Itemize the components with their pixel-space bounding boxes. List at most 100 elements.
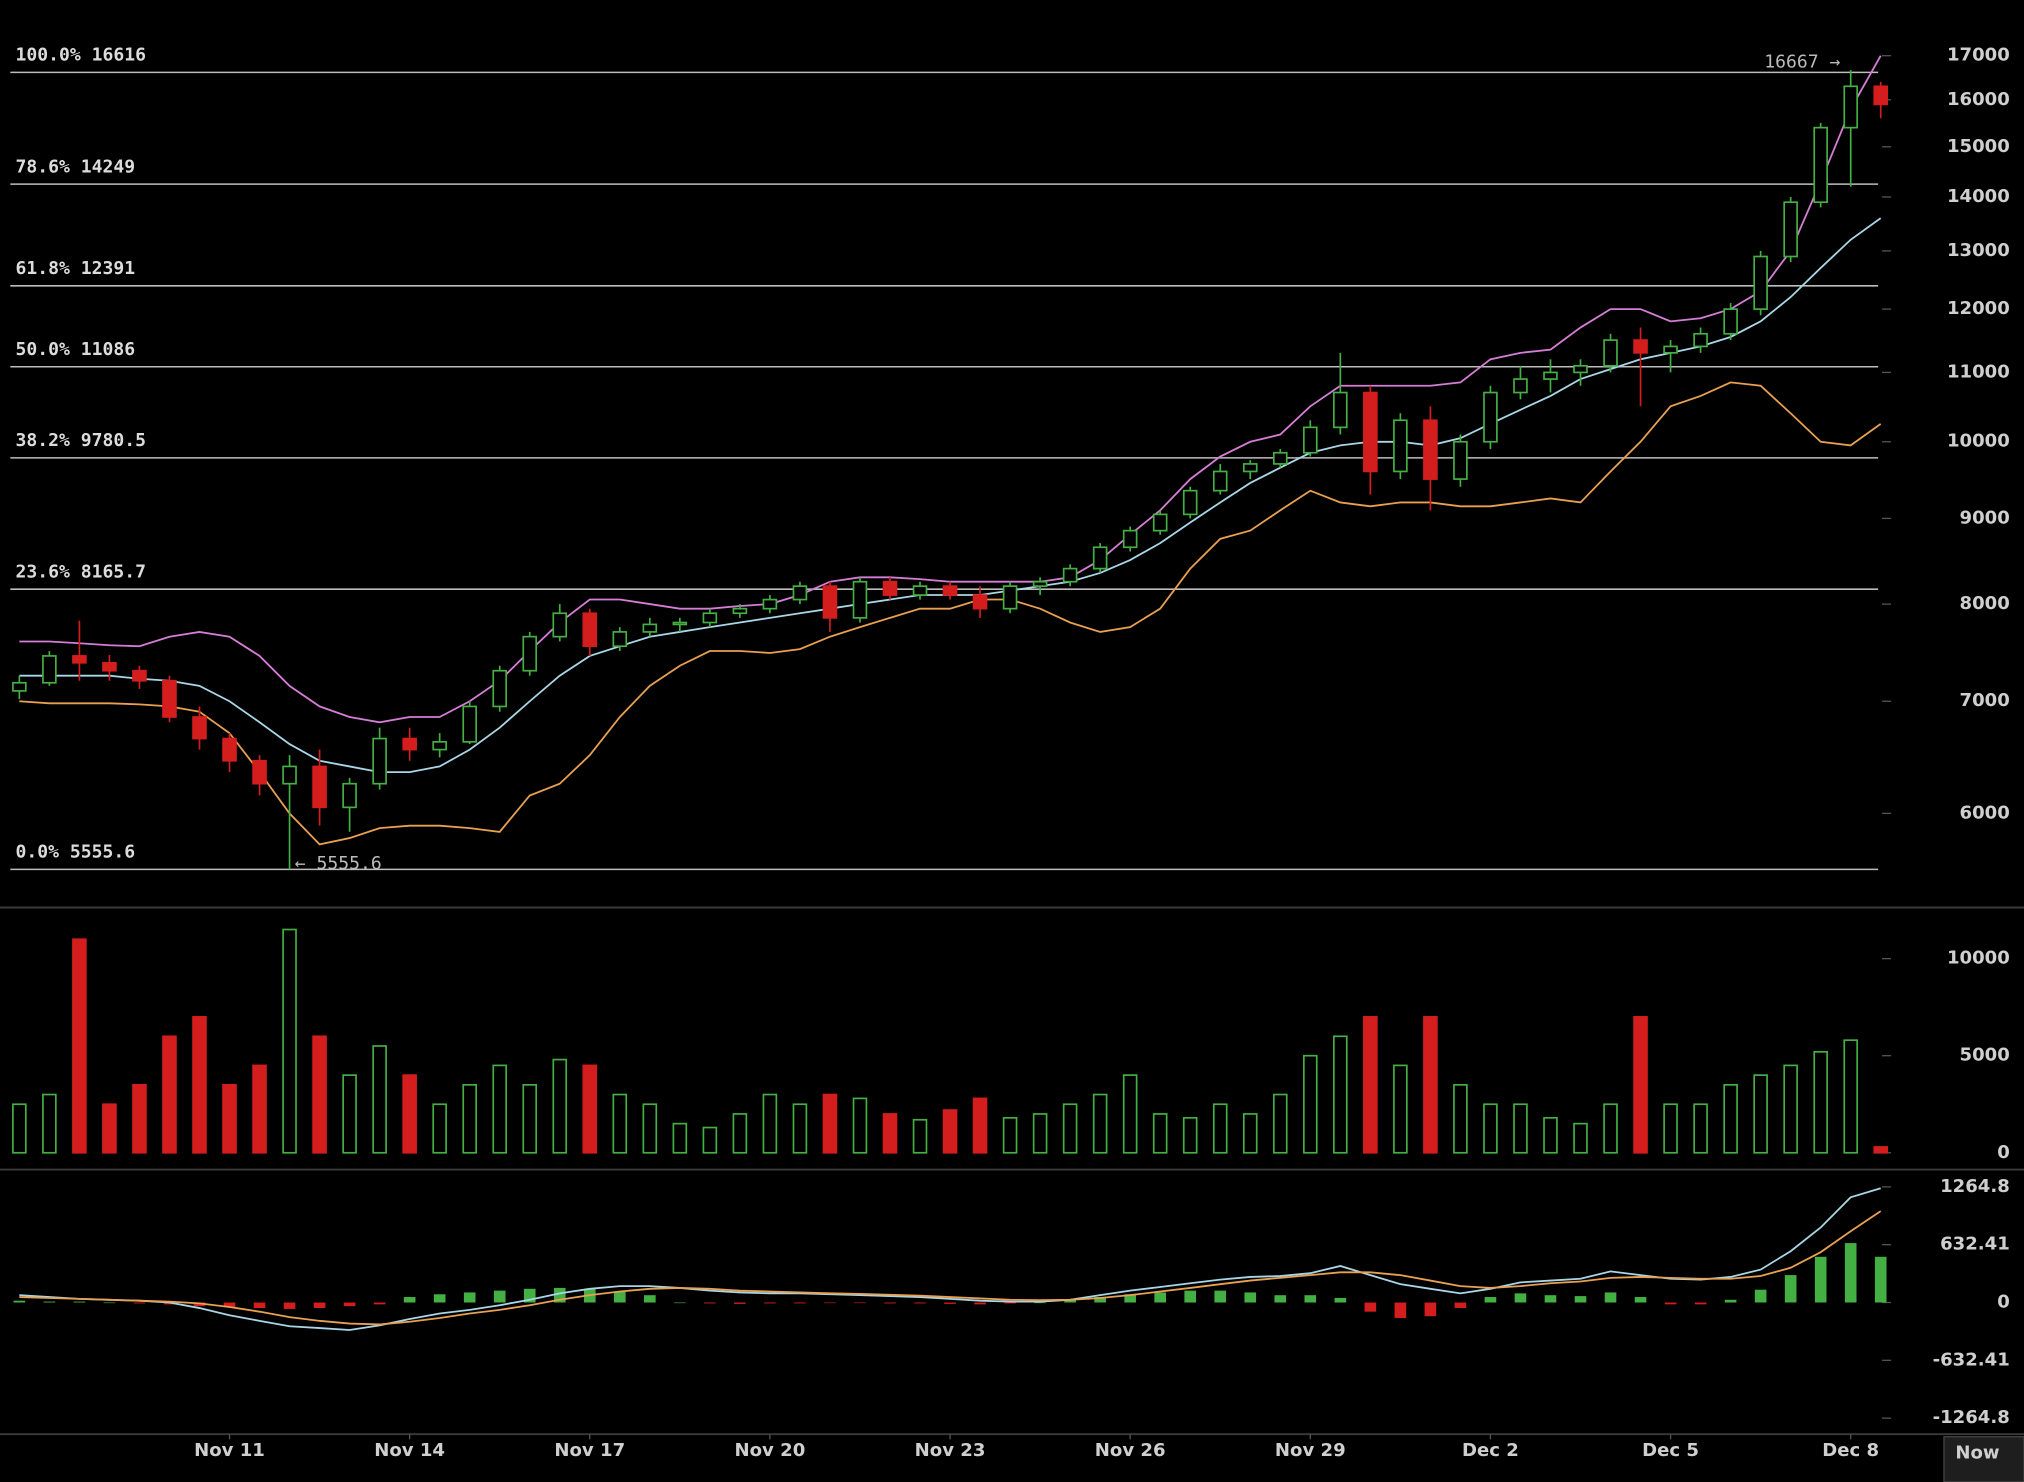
y-tick-label: 10000 — [1947, 948, 2010, 969]
x-tick-label: Dec 5 — [1642, 1440, 1699, 1461]
macd-histogram-bar — [1304, 1295, 1317, 1303]
fib-level-label: 0.0% 5555.6 — [15, 842, 135, 863]
candle-body — [72, 655, 87, 664]
candle-body — [1303, 426, 1318, 454]
candle-body — [792, 585, 808, 601]
volume-bar — [882, 1113, 898, 1154]
macd-line — [19, 1187, 1881, 1331]
macd-histogram-bar — [914, 1302, 926, 1304]
candle-body — [1363, 391, 1378, 473]
volume-bar — [1333, 1035, 1348, 1154]
candle-body — [342, 782, 357, 809]
volume-bar — [1122, 1074, 1138, 1154]
candle-body — [1873, 85, 1889, 106]
macd-histogram-bar — [1244, 1292, 1257, 1303]
volume-bar — [462, 1083, 477, 1154]
y-tick-label: 9000 — [1960, 507, 2010, 528]
volume-bar — [12, 1103, 27, 1154]
fib-level-percent: 38.2% — [15, 430, 69, 451]
fib-level-percent: 23.6% — [15, 561, 69, 582]
volume-bar — [1603, 1103, 1618, 1154]
macd-histogram-bar — [1484, 1297, 1497, 1303]
candle-body — [1663, 345, 1678, 354]
candle-body — [1543, 371, 1558, 380]
volume-bar — [852, 1097, 868, 1154]
volume-bar — [312, 1035, 327, 1154]
candle-body — [942, 585, 958, 596]
volume-bar — [1272, 1093, 1288, 1154]
candle-body — [1092, 546, 1108, 570]
volume-bar — [1062, 1103, 1078, 1154]
macd-histogram-bar — [13, 1300, 26, 1303]
candle-body — [1122, 529, 1138, 549]
candle-body — [282, 765, 297, 785]
candle-body — [1483, 391, 1498, 443]
candle-body — [1002, 585, 1018, 610]
macd-histogram-bar — [463, 1292, 476, 1303]
candle-body — [522, 635, 538, 672]
macd-histogram-bar — [493, 1290, 506, 1303]
volume-bar — [1573, 1122, 1588, 1154]
volume-bar — [1753, 1074, 1768, 1154]
volume-bar — [582, 1064, 598, 1154]
volume-bar — [672, 1122, 688, 1154]
fib-level-value: 9780.5 — [81, 430, 146, 451]
candle-body — [672, 621, 688, 626]
macd-histogram-bar — [1634, 1297, 1647, 1303]
macd-histogram-bar — [1274, 1295, 1287, 1303]
candle-body — [192, 716, 207, 740]
fib-level-percent: 100.0% — [15, 45, 80, 66]
volume-bar — [972, 1097, 988, 1154]
volume-bar — [912, 1118, 928, 1154]
volume-bar — [522, 1083, 538, 1154]
macd-histogram-bar — [133, 1302, 146, 1304]
macd-histogram-bar — [1424, 1302, 1437, 1317]
volume-bar — [1393, 1064, 1408, 1154]
fib-level-value: 12391 — [81, 258, 135, 279]
candle-body — [222, 737, 237, 762]
candle-body — [1242, 463, 1258, 473]
candle-body — [1753, 255, 1768, 310]
y-tick-label: -632.41 — [1933, 1349, 2010, 1370]
volume-bar — [42, 1093, 57, 1154]
volume-bar — [702, 1126, 718, 1154]
macd-histogram-bar — [734, 1302, 746, 1304]
macd-histogram-bar — [553, 1287, 566, 1303]
volume-bar — [1032, 1113, 1048, 1154]
macd-histogram-bar — [1574, 1296, 1587, 1303]
candle-body — [1603, 339, 1618, 367]
candle-body — [552, 612, 568, 638]
volume-bar — [162, 1035, 177, 1154]
macd-histogram-bar — [1664, 1302, 1677, 1305]
macd-histogram-bar — [523, 1288, 536, 1303]
macd-histogram-bar — [1784, 1275, 1797, 1303]
volume-bar — [492, 1064, 508, 1154]
macd-histogram-bar — [1874, 1256, 1887, 1303]
volume-bar — [1723, 1083, 1738, 1154]
y-tick-label: 5000 — [1960, 1045, 2010, 1066]
volume-bar — [372, 1045, 387, 1154]
volume-bar — [732, 1113, 748, 1154]
candle-body — [702, 612, 718, 624]
fib-level-value: 16616 — [92, 45, 146, 66]
macd-histogram-bar — [1004, 1302, 1016, 1304]
y-tick-label: 8000 — [1960, 593, 2010, 614]
annotation: 16667 → — [1764, 51, 1840, 72]
candle-body — [252, 759, 267, 785]
macd-histogram-bar — [974, 1302, 986, 1305]
now-button[interactable] — [1943, 1436, 2024, 1482]
x-tick-label: Nov 23 — [915, 1440, 986, 1461]
macd-histogram-bar — [704, 1302, 716, 1304]
candle-body — [402, 737, 417, 751]
candle-body — [972, 594, 988, 610]
candle-body — [1272, 451, 1288, 465]
macd-histogram-bar — [884, 1302, 896, 1304]
volume-bar — [1633, 1016, 1648, 1154]
macd-histogram-bar — [73, 1301, 86, 1303]
now-label[interactable]: Now — [1955, 1443, 2000, 1464]
y-tick-label: 632.41 — [1940, 1234, 2010, 1255]
candle-body — [462, 705, 477, 743]
candle-body — [762, 598, 778, 610]
fib-level-value: 14249 — [81, 156, 135, 177]
